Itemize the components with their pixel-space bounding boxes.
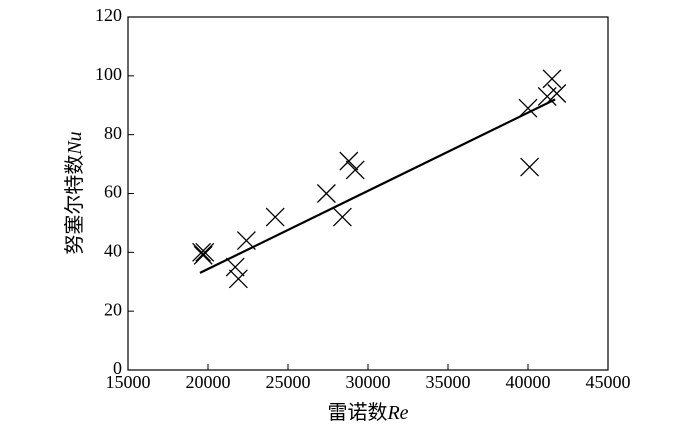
x-label-symbol: Re: [386, 402, 408, 424]
x-tick-label: 35000: [426, 372, 471, 392]
y-tick-label: 20: [104, 299, 122, 319]
y-tick-label: 120: [95, 5, 122, 25]
plot-frame: [127, 16, 609, 371]
marker: [520, 157, 540, 177]
y-tick-label: 40: [104, 240, 122, 260]
marker: [225, 257, 245, 277]
marker: [195, 242, 215, 262]
x-tick-label: 15000: [106, 372, 151, 392]
x-tick-label: 30000: [346, 372, 391, 392]
x-tick-label: 20000: [186, 372, 231, 392]
x-tick-label: 25000: [266, 372, 311, 392]
marker: [345, 160, 365, 180]
marker: [228, 269, 248, 289]
y-tick-label: 0: [113, 358, 122, 378]
marker: [265, 207, 285, 227]
marker: [193, 245, 213, 265]
marker: [518, 98, 538, 118]
marker: [339, 151, 359, 171]
marker: [547, 84, 567, 103]
x-tick-label: 40000: [506, 372, 551, 392]
y-tick-label: 80: [104, 123, 122, 143]
y-tick-label: 100: [95, 64, 122, 84]
marker: [192, 242, 212, 262]
x-label-text: 雷诺数: [327, 401, 387, 424]
y-axis-label: 努塞尔特数Nu: [63, 131, 86, 254]
x-tick-label: 45000: [586, 372, 631, 392]
marker: [542, 69, 562, 89]
marker: [332, 207, 352, 227]
y-label-symbol: Nu: [64, 131, 86, 155]
y-label-text: 努塞尔特数: [63, 155, 86, 255]
marker: [316, 184, 336, 203]
y-tick-label: 60: [104, 182, 122, 202]
x-axis-label: 雷诺数Re: [327, 401, 408, 424]
fit-line: [199, 98, 556, 274]
